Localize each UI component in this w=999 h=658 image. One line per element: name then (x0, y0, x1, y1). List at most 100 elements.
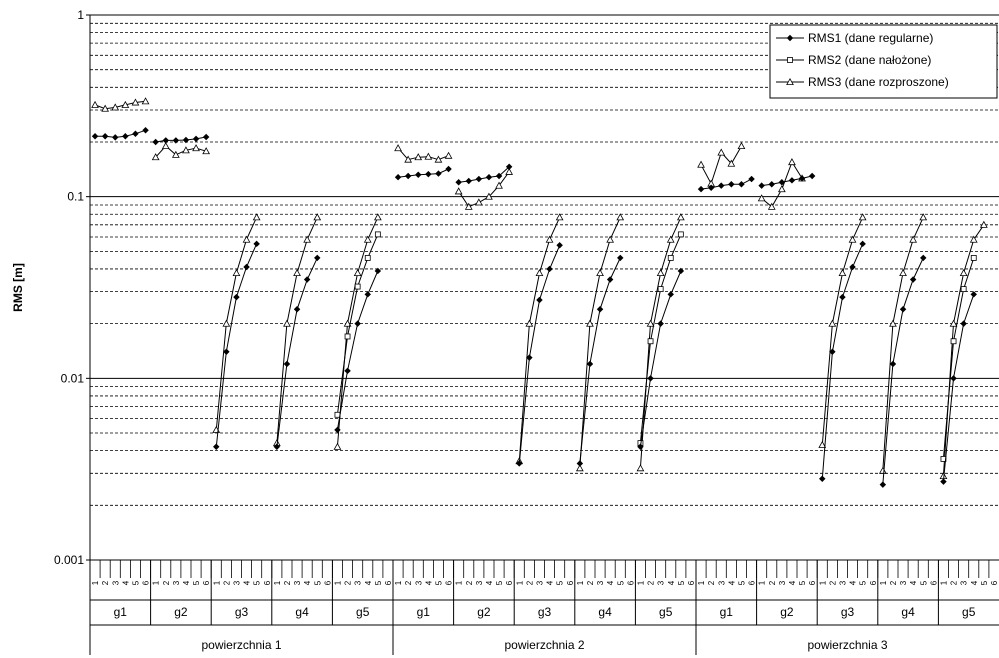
data-point (444, 151, 453, 159)
data-point (949, 319, 958, 327)
data-point (121, 100, 130, 108)
x-sub-label: 3 (778, 580, 787, 585)
data-point (434, 155, 443, 163)
data-point (757, 194, 766, 202)
data-point (728, 181, 735, 188)
x-sub-label: 6 (869, 580, 878, 585)
x-sub-label: 5 (919, 580, 928, 585)
data-point (636, 464, 645, 472)
data-point (364, 255, 371, 261)
data-point (404, 155, 413, 163)
x-sub-label: 4 (667, 580, 676, 585)
x-sub-label: 4 (364, 580, 373, 585)
data-point (495, 181, 503, 189)
data-point (758, 182, 765, 189)
data-point (656, 268, 665, 277)
x-sub-label: 3 (535, 580, 544, 585)
series-line (639, 217, 682, 469)
x-sub-label: 4 (849, 580, 858, 585)
x-sub-label: 4 (970, 580, 979, 585)
data-point (959, 268, 968, 277)
data-point (839, 293, 846, 301)
x-sub-label: 3 (960, 580, 969, 585)
x-sub-label: 5 (131, 580, 140, 585)
data-point (737, 141, 746, 150)
data-point (303, 235, 312, 243)
y-tick-labels: 0.001 0.01 0.1 1 (54, 8, 90, 567)
data-point (828, 319, 837, 327)
data-point (818, 440, 827, 448)
x-sub-label: 5 (980, 580, 989, 585)
x-sub-label: 3 (596, 580, 605, 585)
series-line (458, 166, 510, 183)
x-subgroup-label: g5 (659, 605, 673, 619)
y-tick-label: 0.001 (54, 553, 84, 567)
x-sub-label: 1 (939, 580, 948, 585)
data-point (919, 213, 928, 221)
x-sub-label: 6 (384, 580, 393, 585)
y-axis-title: RMS [m] (11, 263, 25, 312)
data-point (151, 153, 160, 161)
x-sub-label: 1 (636, 580, 645, 585)
x-sub-label: 2 (647, 580, 656, 585)
data-point (374, 231, 381, 238)
x-sub-label: 5 (616, 580, 625, 585)
x-sub-label: 6 (263, 580, 272, 585)
data-point (465, 177, 472, 185)
series-line (518, 217, 561, 462)
legend-marker (787, 57, 793, 63)
data-point (192, 135, 200, 143)
legend-marker (786, 34, 794, 42)
series-line (518, 245, 561, 464)
data-point (394, 173, 402, 181)
data-point (848, 235, 857, 243)
x-sub-label: 4 (909, 580, 918, 585)
legend-label: RMS3 (dane rozproszone) (808, 75, 949, 89)
data-point (424, 152, 433, 160)
data-point (293, 306, 301, 313)
x-sub-label: 1 (333, 580, 342, 585)
x-sub-label: 4 (727, 580, 736, 585)
data-point (425, 170, 432, 178)
data-point (545, 235, 554, 243)
x-sub-label: 5 (434, 580, 443, 585)
data-point (616, 213, 625, 221)
x-sub-label: 2 (404, 580, 413, 585)
x-sub-label: 2 (768, 580, 777, 585)
x-sub-label: 5 (859, 580, 868, 585)
data-point (253, 240, 260, 248)
data-point (767, 202, 776, 210)
x-sub-label: 1 (273, 580, 282, 585)
x-sub-label: 2 (828, 580, 837, 585)
x-sub-label: 2 (586, 580, 595, 585)
data-point (313, 213, 322, 221)
x-sub-label: 1 (212, 580, 221, 585)
data-point (344, 367, 351, 375)
x-sub-label: 2 (101, 580, 110, 585)
x-sub-label: 3 (475, 580, 484, 585)
data-point (344, 333, 351, 340)
x-subgroup-label: g2 (780, 605, 794, 619)
x-sub-label: 4 (485, 580, 494, 585)
data-point (555, 213, 564, 221)
data-point (960, 286, 967, 292)
x-sub-label: 1 (515, 580, 524, 585)
x-sub-label: 1 (576, 580, 585, 585)
data-point (131, 98, 140, 106)
x-sub-label: 5 (313, 580, 322, 585)
data-point (516, 460, 523, 467)
data-point (879, 481, 887, 488)
data-point (233, 293, 240, 301)
x-sub-label: 1 (697, 580, 706, 585)
data-point (162, 137, 169, 144)
y-tick-label: 0.1 (67, 190, 84, 204)
data-point (889, 360, 897, 368)
series-line (458, 171, 510, 208)
legend-marker (786, 77, 794, 85)
x-subgroup-label: g3 (538, 605, 552, 619)
legend-label: RMS1 (dane regularne) (808, 31, 933, 45)
data-point (111, 103, 120, 111)
series-line (639, 270, 682, 447)
data-point (950, 375, 957, 382)
data-point (202, 133, 210, 141)
